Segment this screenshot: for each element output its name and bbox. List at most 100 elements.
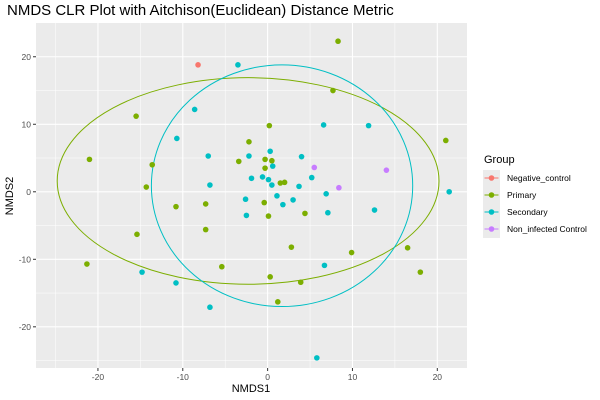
data-points — [84, 38, 452, 361]
point-primary — [281, 179, 288, 186]
point-non-infected-control — [383, 167, 390, 173]
point-primary — [219, 263, 225, 270]
y-tick-label: 10 — [22, 119, 32, 129]
point-primary — [277, 180, 284, 186]
point-secondary — [269, 163, 276, 169]
point-secondary — [314, 355, 320, 361]
point-secondary — [242, 196, 249, 203]
point-secondary — [298, 153, 305, 160]
point-secondary — [259, 174, 266, 180]
point-secondary — [446, 188, 452, 195]
point-negative-control — [195, 62, 201, 68]
point-secondary — [174, 135, 180, 142]
point-primary — [235, 158, 242, 165]
gridlines — [36, 23, 467, 368]
point-secondary — [235, 62, 241, 68]
y-tick-label: -10 — [19, 254, 32, 264]
point-primary — [330, 87, 336, 94]
point-primary — [246, 139, 252, 145]
point-primary — [348, 249, 355, 256]
point-secondary — [320, 122, 327, 128]
point-non-infected-control — [336, 184, 342, 191]
point-secondary — [280, 201, 286, 208]
legend-key-point — [488, 175, 495, 181]
legend-key-point — [488, 209, 495, 215]
y-axis-label: NMDS2 — [4, 177, 16, 216]
point-primary — [267, 274, 273, 280]
point-primary — [265, 213, 272, 219]
group-ellipses — [56, 64, 440, 308]
legend-label: Non_infected Control — [507, 224, 587, 234]
legend-label: Primary — [507, 190, 537, 200]
y-axis-ticks: -20 -10 0 10 20 — [19, 52, 36, 332]
legend-item-secondary: Secondary — [483, 204, 548, 221]
point-primary — [335, 38, 341, 45]
point-secondary — [267, 148, 273, 155]
legend-label: Negative_control — [507, 173, 571, 183]
point-secondary — [265, 176, 272, 183]
x-tick-label: -20 — [92, 372, 105, 382]
x-axis-ticks: -20 -10 0 10 20 — [92, 368, 443, 382]
x-axis-label: NMDS1 — [232, 383, 271, 395]
ellipse-secondary — [150, 64, 414, 308]
point-secondary — [323, 191, 329, 197]
legend-key-point — [488, 226, 495, 232]
point-primary — [302, 210, 308, 217]
point-primary — [288, 244, 295, 250]
point-primary — [262, 165, 268, 171]
point-primary — [173, 203, 179, 210]
point-secondary — [365, 122, 372, 129]
x-tick-label: 0 — [265, 372, 270, 382]
point-primary — [202, 201, 209, 207]
point-primary — [202, 226, 209, 233]
y-tick-label: 20 — [22, 52, 32, 62]
point-secondary — [308, 174, 315, 181]
point-secondary — [296, 183, 302, 190]
point-secondary — [191, 106, 198, 113]
point-secondary — [290, 197, 296, 203]
point-non-infected-control — [311, 164, 318, 171]
point-secondary — [274, 193, 280, 199]
point-primary — [261, 199, 268, 206]
y-tick-label: 0 — [26, 187, 31, 197]
ellipse-primary — [56, 77, 440, 285]
point-secondary — [173, 280, 179, 286]
point-primary — [86, 156, 93, 163]
chart-title: NMDS CLR Plot with Aitchison(Euclidean) … — [7, 2, 394, 19]
point-secondary — [207, 182, 213, 188]
point-primary — [149, 161, 156, 168]
point-secondary — [246, 153, 252, 159]
point-primary — [404, 245, 411, 251]
legend-label: Secondary — [507, 207, 548, 217]
x-tick-label: -10 — [177, 372, 190, 382]
point-primary — [297, 279, 304, 286]
point-secondary — [205, 153, 212, 159]
point-primary — [442, 137, 449, 144]
point-primary — [134, 231, 140, 238]
legend-item-non-infected-control: Non_infected Control — [483, 221, 587, 238]
legend: Group Negative_control Primary Secondary No… — [483, 154, 587, 238]
point-primary — [262, 156, 268, 163]
point-secondary — [269, 182, 275, 188]
point-secondary — [325, 209, 331, 216]
legend-key-point — [488, 192, 495, 198]
point-primary — [275, 299, 281, 305]
y-tick-label: -20 — [19, 322, 32, 332]
point-primary — [417, 269, 424, 275]
plot-panel — [36, 23, 467, 368]
point-secondary — [139, 269, 145, 275]
legend-title: Group — [484, 154, 515, 166]
point-primary — [143, 184, 150, 190]
legend-item-negative-control: Negative_control — [483, 170, 571, 187]
point-primary — [84, 261, 90, 267]
point-primary — [269, 157, 275, 164]
point-secondary — [371, 207, 378, 213]
point-secondary — [248, 175, 255, 182]
x-tick-label: 10 — [348, 372, 358, 382]
legend-items: Negative_control Primary Secondary Non_infe… — [483, 170, 587, 238]
legend-item-primary: Primary — [483, 187, 537, 204]
x-tick-label: 20 — [433, 372, 443, 382]
point-primary — [266, 122, 273, 129]
point-secondary — [321, 262, 328, 269]
